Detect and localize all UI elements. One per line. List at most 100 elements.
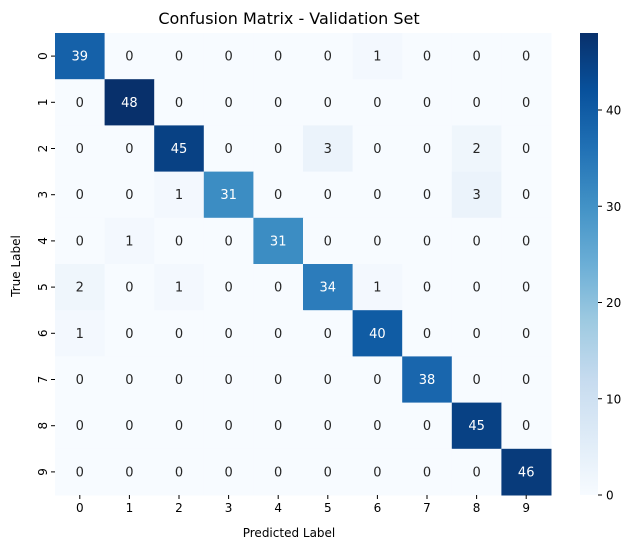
heatmap-cell: [402, 79, 453, 126]
x-tick-label: 2: [175, 501, 183, 515]
heatmap-cell: [352, 310, 403, 357]
cell-value-label: 0: [423, 419, 431, 434]
cell-value-label: 0: [522, 50, 530, 65]
heatmap-cell: [303, 402, 354, 450]
heatmap-cell: [451, 171, 502, 219]
cell-value-label: 1: [125, 234, 133, 249]
cell-value-label: 0: [125, 373, 133, 388]
cell-value-label: 0: [522, 188, 530, 203]
heatmap-cell: [303, 171, 354, 219]
heatmap-cell: [253, 217, 304, 265]
cell-value-label: 0: [274, 281, 282, 296]
heatmap-cell: [104, 33, 155, 80]
cell-value-label: 0: [175, 419, 183, 434]
cell-value-label: 0: [76, 419, 84, 434]
cell-value-label: 0: [324, 327, 332, 342]
cell-value-label: 0: [175, 50, 183, 65]
cell-value-label: 0: [224, 96, 232, 111]
heatmap-cell: [501, 264, 552, 311]
heatmap-cell: [104, 356, 155, 404]
cell-value-label: 31: [220, 188, 237, 203]
heatmap-cell: [154, 217, 205, 265]
cell-value-label: 0: [125, 465, 133, 480]
heatmap-cell: [253, 79, 304, 126]
heatmap-cell: [352, 402, 403, 450]
heatmap-cell: [303, 217, 354, 265]
heatmap-cell: [154, 310, 205, 357]
heatmap-cell: [451, 125, 502, 173]
heatmap-cell: [154, 264, 205, 311]
heatmap-cell: [501, 310, 552, 357]
cell-value-label: 0: [472, 373, 480, 388]
heatmap-cell: [253, 171, 304, 219]
heatmap-cell: [154, 79, 205, 126]
cell-value-label: 0: [76, 96, 84, 111]
cell-value-label: 0: [274, 373, 282, 388]
cell-value-label: 0: [224, 50, 232, 65]
y-axis-label: True Label: [9, 235, 23, 298]
heatmap-cell: [303, 79, 354, 126]
heatmap-cell: [104, 402, 155, 450]
heatmap-cells: [55, 33, 552, 496]
cell-value-label: 0: [224, 419, 232, 434]
cell-value-label: 0: [324, 50, 332, 65]
heatmap-cell: [203, 171, 254, 219]
cell-value-label: 0: [224, 465, 232, 480]
cell-value-label: 0: [522, 96, 530, 111]
heatmap-cell: [402, 217, 453, 265]
cell-value-label: 0: [324, 96, 332, 111]
heatmap-cell: [55, 448, 106, 496]
cell-value-label: 0: [373, 465, 381, 480]
colorbar: [580, 33, 598, 495]
cell-value-label: 0: [125, 188, 133, 203]
cell-value-label: 46: [518, 465, 535, 480]
cell-value-label: 0: [175, 327, 183, 342]
heatmap-cell: [402, 33, 453, 80]
cell-value-label: 0: [224, 234, 232, 249]
heatmap-cell: [104, 171, 155, 219]
cell-value-label: 0: [224, 327, 232, 342]
heatmap-cell: [253, 448, 304, 496]
heatmap-cell: [104, 217, 155, 265]
cell-value-label: 0: [224, 142, 232, 157]
heatmap-cell: [203, 356, 254, 404]
heatmap-cell: [451, 264, 502, 311]
heatmap-cell: [501, 217, 552, 265]
cell-value-label: 0: [125, 281, 133, 296]
heatmap-cell: [203, 264, 254, 311]
cell-value-label: 0: [472, 50, 480, 65]
cell-value-label: 48: [121, 96, 138, 111]
heatmap-cell: [55, 79, 106, 126]
heatmap-cell: [55, 402, 106, 450]
heatmap-cell: [55, 264, 106, 311]
cell-value-label: 0: [76, 188, 84, 203]
x-tick-label: 3: [225, 501, 233, 515]
y-tick-label: 3: [36, 191, 50, 199]
heatmap-cell: [55, 171, 106, 219]
heatmap-cell: [303, 33, 354, 80]
heatmap-cell: [451, 448, 502, 496]
heatmap-cell: [501, 33, 552, 80]
cell-value-label: 0: [423, 234, 431, 249]
cell-value-label: 0: [175, 465, 183, 480]
y-tick-label: 9: [36, 468, 50, 476]
heatmap-cell: [501, 171, 552, 219]
cell-value-label: 0: [522, 419, 530, 434]
heatmap-cell: [154, 356, 205, 404]
heatmap-cell: [253, 402, 304, 450]
heatmap-cell: [253, 264, 304, 311]
heatmap-cell: [402, 125, 453, 173]
cell-value-label: 1: [175, 188, 183, 203]
colorbar-tick-label: 0: [606, 489, 614, 503]
cell-value-label: 0: [274, 419, 282, 434]
heatmap-cell: [203, 79, 254, 126]
cell-value-label: 0: [76, 142, 84, 157]
cell-value-label: 0: [76, 234, 84, 249]
cell-value-label: 38: [419, 373, 436, 388]
heatmap-cell: [303, 448, 354, 496]
x-axis-ticks: 0 1 2 3 4 5 6 7 8 9: [76, 495, 530, 515]
cell-value-label: 0: [324, 234, 332, 249]
heatmap-cell: [203, 217, 254, 265]
heatmap-cell: [303, 264, 354, 311]
cell-value-label: 0: [423, 465, 431, 480]
